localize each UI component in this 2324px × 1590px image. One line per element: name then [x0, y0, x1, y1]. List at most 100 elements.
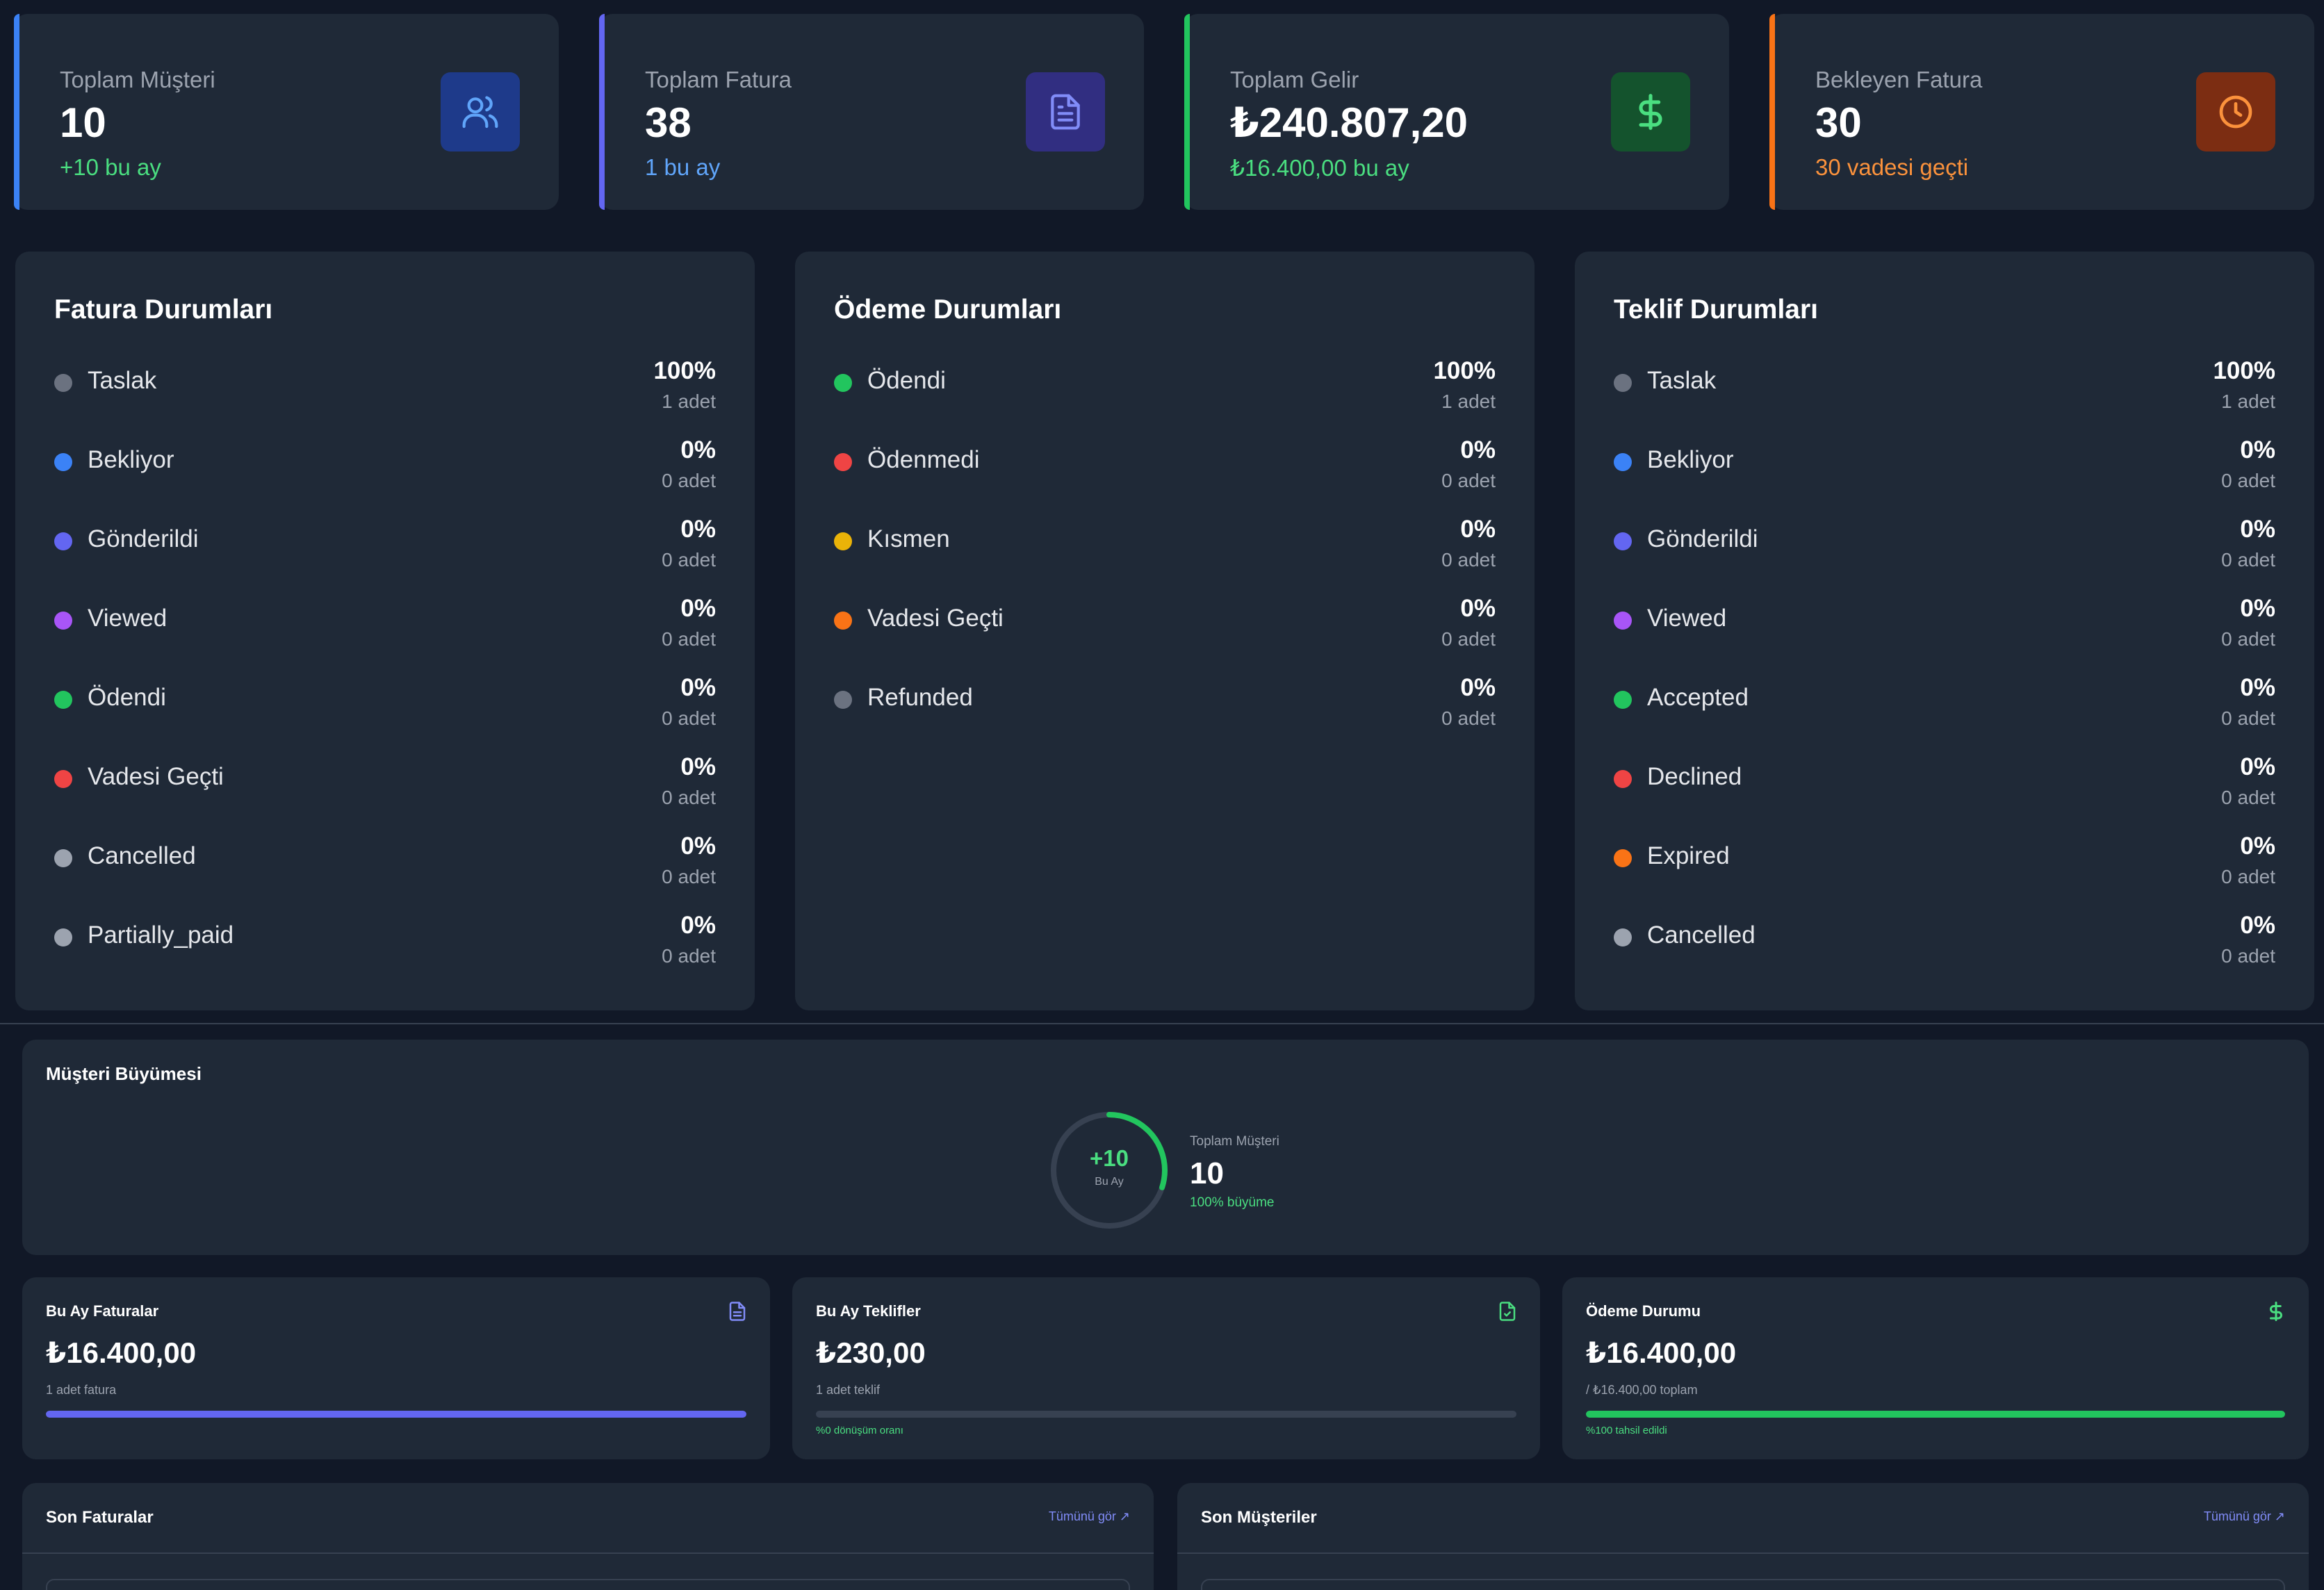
status-name: Gönderildi [88, 525, 199, 552]
month-card-value: ₺230,00 [816, 1336, 926, 1369]
status-dot [834, 691, 852, 709]
status-name: Refunded [867, 684, 973, 711]
status-name: Viewed [88, 605, 167, 632]
panel-invoice-statuses: Fatura Durumları Taslak 100% 1 adet Bekliyo… [15, 252, 755, 1010]
month-card-title: Bu Ay Teklifler [816, 1302, 921, 1320]
status-dot [1614, 691, 1632, 709]
status-count: 0 adet [1441, 549, 1496, 571]
status-count: 0 adet [2221, 707, 2275, 729]
status-dot [1614, 770, 1632, 788]
status-name: Ödenmedi [867, 446, 980, 473]
status-name: Vadesi Geçti [867, 605, 1004, 632]
stat-value: 30 [1815, 99, 1862, 146]
status-percent: 0% [2240, 753, 2275, 780]
status-count: 0 adet [1441, 470, 1496, 491]
progress-fill [46, 1411, 746, 1418]
status-count: 0 adet [662, 787, 716, 808]
month-card-value: ₺16.400,00 [1586, 1336, 1737, 1369]
customer-growth-card: Müşteri Büyümesi +10 Bu Ay Toplam Müşter… [22, 1040, 2309, 1255]
growth-ring-arc [1051, 1112, 1168, 1229]
status-dot [1614, 612, 1632, 630]
panel-title: Teklif Durumları [1614, 295, 1819, 325]
panel-title: Ödeme Durumları [834, 295, 1062, 325]
status-percent: 0% [2240, 833, 2275, 860]
recent-invoices-title: Son Faturalar [46, 1508, 154, 1527]
view-all-customers-link[interactable]: Tümünü gör ↗ [2203, 1509, 2285, 1523]
status-percent: 0% [680, 516, 716, 543]
status-count: 0 adet [662, 866, 716, 887]
status-dot [834, 374, 852, 392]
status-percent: 0% [680, 912, 716, 939]
status-dot [54, 849, 72, 867]
status-name: Bekliyor [1647, 446, 1734, 473]
recent-invoices-list [46, 1579, 1130, 1590]
status-name: Taslak [1647, 367, 1717, 394]
status-dot [834, 453, 852, 471]
status-name: Viewed [1647, 605, 1727, 632]
clock-icon [2196, 72, 2275, 151]
month-card-sub: 1 adet teklif [816, 1383, 881, 1397]
status-count: 0 adet [2221, 628, 2275, 650]
status-row: Cancelled 0% 0 adet [54, 833, 716, 902]
status-row: Gönderildi 0% 0 adet [1614, 516, 2275, 585]
stat-accent [14, 14, 19, 210]
status-percent: 100% [1433, 357, 1496, 384]
status-row: Gönderildi 0% 0 adet [54, 516, 716, 585]
status-dot [1614, 374, 1632, 392]
status-row: Expired 0% 0 adet [1614, 833, 2275, 902]
status-dot [834, 532, 852, 550]
status-count: 1 adet [662, 391, 716, 412]
month-card-note: %0 dönüşüm oranı [816, 1425, 903, 1436]
users-icon [441, 72, 520, 151]
stat-value: 10 [60, 99, 106, 146]
status-row: Accepted 0% 0 adet [1614, 674, 2275, 744]
status-row: Ödendi 0% 0 adet [54, 674, 716, 744]
stat-label: Toplam Gelir [1230, 67, 1359, 92]
view-all-invoices-link[interactable]: Tümünü gör ↗ [1048, 1509, 1130, 1523]
status-percent: 0% [1460, 674, 1496, 701]
status-row: Taslak 100% 1 adet [54, 357, 716, 427]
stat-sub: ₺16.400,00 bu ay [1230, 155, 1409, 181]
stat-label: Toplam Fatura [645, 67, 792, 92]
stat-label: Toplam Müşteri [60, 67, 215, 92]
status-name: Declined [1647, 763, 1742, 790]
status-percent: 0% [2240, 595, 2275, 622]
dollar-icon [2270, 1302, 2282, 1321]
panel-title: Fatura Durumları [54, 295, 273, 325]
panel-quote-statuses: Teklif Durumları Taslak 100% 1 adet Bekliyo… [1575, 252, 2314, 1010]
status-dot [1614, 849, 1632, 867]
month-card-sub: 1 adet fatura [46, 1383, 117, 1397]
section-divider [0, 1023, 2324, 1024]
status-count: 0 adet [2221, 945, 2275, 967]
month-card-value: ₺16.400,00 [46, 1336, 197, 1369]
status-percent: 100% [653, 357, 716, 384]
status-row: Vadesi Geçti 0% 0 adet [834, 595, 1496, 664]
status-name: Taslak [88, 367, 157, 394]
month-card-title: Ödeme Durumu [1586, 1302, 1701, 1320]
status-dot [1614, 453, 1632, 471]
status-row: Vadesi Geçti 0% 0 adet [54, 753, 716, 823]
status-row: Partially_paid 0% 0 adet [54, 912, 716, 981]
recent-customers-card: Son Müşteriler Tümünü gör ↗ [1177, 1483, 2309, 1590]
status-percent: 0% [680, 595, 716, 622]
panel-payment-statuses: Ödeme Durumları Ödendi 100% 1 adet Ödenmedi… [795, 252, 1535, 1010]
status-count: 0 adet [1441, 628, 1496, 650]
status-percent: 0% [680, 674, 716, 701]
month-invoices-card: Bu Ay Faturalar ₺16.400,00 1 adet fatura [22, 1277, 770, 1459]
stat-sub: 1 bu ay [645, 154, 721, 180]
ring-text: +10 Bu Ay [1045, 1106, 1173, 1234]
status-row: Bekliyor 0% 0 adet [1614, 436, 2275, 506]
total-customers-value: 10 [1190, 1156, 1224, 1190]
payment-status-card: Ödeme Durumu ₺16.400,00 / ₺16.400,00 top… [1562, 1277, 2309, 1459]
status-dot [834, 612, 852, 630]
status-percent: 0% [2240, 516, 2275, 543]
status-count: 0 adet [2221, 866, 2275, 887]
status-percent: 100% [2213, 357, 2275, 384]
dollar-icon [1611, 72, 1690, 151]
status-name: Bekliyor [88, 446, 174, 473]
status-dot [54, 374, 72, 392]
status-name: Ödendi [88, 684, 166, 711]
status-dot [54, 612, 72, 630]
status-name: Gönderildi [1647, 525, 1758, 552]
status-row: Ödendi 100% 1 adet [834, 357, 1496, 427]
